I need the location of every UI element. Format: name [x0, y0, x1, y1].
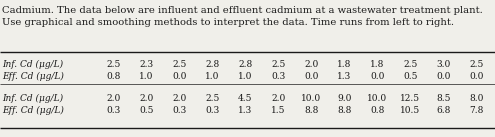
Text: 10.0: 10.0 — [367, 94, 388, 103]
Text: 0.0: 0.0 — [304, 72, 319, 81]
Text: 2.5: 2.5 — [469, 60, 484, 69]
Text: 2.5: 2.5 — [205, 94, 220, 103]
Text: 1.0: 1.0 — [205, 72, 220, 81]
Text: Eff. Cd (μg/L): Eff. Cd (μg/L) — [2, 106, 64, 115]
Text: 0.0: 0.0 — [172, 72, 187, 81]
Text: 2.5: 2.5 — [172, 60, 187, 69]
Text: 0.3: 0.3 — [106, 106, 121, 115]
Text: 2.5: 2.5 — [271, 60, 286, 69]
Text: 2.5: 2.5 — [106, 60, 121, 69]
Text: 1.8: 1.8 — [370, 60, 385, 69]
Text: 9.0: 9.0 — [337, 94, 351, 103]
Text: 6.8: 6.8 — [436, 106, 450, 115]
Text: 0.3: 0.3 — [205, 106, 220, 115]
Text: 2.0: 2.0 — [140, 94, 153, 103]
Text: 1.3: 1.3 — [239, 106, 252, 115]
Text: 0.0: 0.0 — [370, 72, 385, 81]
Text: 12.5: 12.5 — [400, 94, 421, 103]
Text: 0.5: 0.5 — [403, 72, 418, 81]
Text: 4.5: 4.5 — [238, 94, 253, 103]
Text: Inf. Cd (μg/L): Inf. Cd (μg/L) — [2, 60, 63, 69]
Text: Eff. Cd (μg/L): Eff. Cd (μg/L) — [2, 72, 64, 81]
Text: 0.5: 0.5 — [139, 106, 154, 115]
Text: 2.0: 2.0 — [106, 94, 121, 103]
Text: 8.8: 8.8 — [337, 106, 351, 115]
Text: 2.3: 2.3 — [140, 60, 153, 69]
Text: 7.8: 7.8 — [469, 106, 484, 115]
Text: 0.8: 0.8 — [370, 106, 385, 115]
Text: 2.0: 2.0 — [304, 60, 319, 69]
Text: 0.8: 0.8 — [106, 72, 121, 81]
Text: Cadmium. The data below are influent and effluent cadmium at a wastewater treatm: Cadmium. The data below are influent and… — [2, 6, 483, 15]
Text: 10.0: 10.0 — [301, 94, 322, 103]
Text: 8.5: 8.5 — [436, 94, 451, 103]
Text: 2.8: 2.8 — [205, 60, 220, 69]
Text: 0.0: 0.0 — [436, 72, 450, 81]
Text: 1.5: 1.5 — [271, 106, 286, 115]
Text: 3.0: 3.0 — [437, 60, 450, 69]
Text: 0.0: 0.0 — [469, 72, 484, 81]
Text: 2.0: 2.0 — [271, 94, 286, 103]
Text: 10.5: 10.5 — [400, 106, 421, 115]
Text: 2.8: 2.8 — [239, 60, 252, 69]
Text: 1.0: 1.0 — [139, 72, 153, 81]
Text: 0.3: 0.3 — [172, 106, 187, 115]
Text: 0.3: 0.3 — [271, 72, 286, 81]
Text: 1.3: 1.3 — [338, 72, 351, 81]
Text: 2.0: 2.0 — [172, 94, 187, 103]
Text: Use graphical and smoothing methods to interpret the data. Time runs from left t: Use graphical and smoothing methods to i… — [2, 18, 454, 27]
Text: 1.0: 1.0 — [238, 72, 252, 81]
Text: 1.8: 1.8 — [337, 60, 351, 69]
Text: 8.0: 8.0 — [469, 94, 484, 103]
Text: Inf. Cd (μg/L): Inf. Cd (μg/L) — [2, 94, 63, 103]
Text: 2.5: 2.5 — [403, 60, 418, 69]
Text: 8.8: 8.8 — [304, 106, 319, 115]
